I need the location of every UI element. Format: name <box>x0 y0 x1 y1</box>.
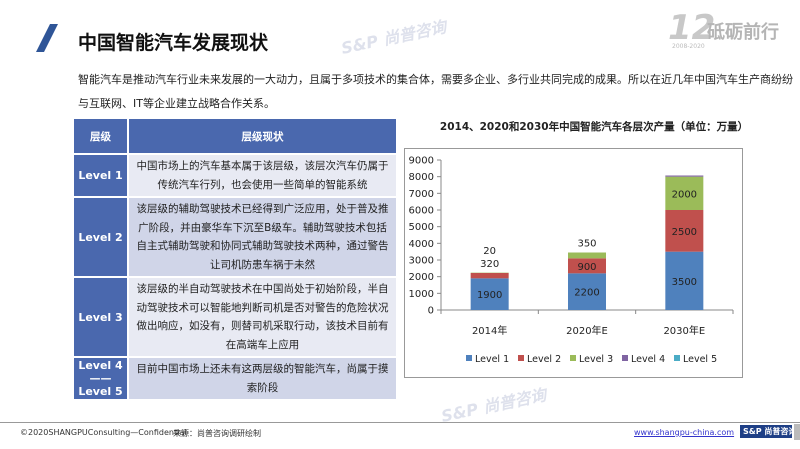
y-tick-label: 9000 <box>409 156 434 167</box>
table-row: Level 2 该层级的辅助驾驶技术已经得到广泛应用，处于普及推广阶段，并由豪华车… <box>72 196 398 278</box>
anniversary-logo-number: 12 <box>668 8 716 48</box>
desc-cell: 中国市场上的汽车基本属于该层级，该层次汽车仍属于传统汽车行列，也会使用一些简单的… <box>127 153 398 198</box>
page-tab-marker <box>794 424 800 440</box>
level-table: 层级 层级现状 Level 1 中国市场上的汽车基本属于该层级，该层次汽车仍属于传… <box>72 117 398 401</box>
level-cell: Level 2 <box>72 196 129 278</box>
data-label: 320 <box>480 259 499 270</box>
company-logo: S&P 尚普咨询 <box>740 425 792 438</box>
level-cell: Level 1 <box>72 153 129 198</box>
bar-level-2 <box>665 210 704 252</box>
header-status: 层级现状 <box>127 117 398 155</box>
data-label: 2200 <box>574 288 599 299</box>
source-note: 来源：尚普咨询调研绘制 <box>173 429 261 438</box>
data-label: 1900 <box>477 290 502 301</box>
intro-line-1: 智能汽车是推动汽车行业未来发展的一大动力，且属于多项技术的集合体，需要多企业、多… <box>78 73 793 86</box>
y-tick-label: 5000 <box>409 222 434 233</box>
website-link[interactable]: www.shangpu-china.com <box>634 428 735 437</box>
legend-swatch <box>674 355 680 361</box>
bar-level-1 <box>470 278 509 310</box>
legend-label: Level 2 <box>527 354 561 365</box>
bar-level-2 <box>470 273 509 279</box>
level-cell: Level 4——Level 5 <box>72 356 129 401</box>
desc-cell: 该层级的辅助驾驶技术已经得到广泛应用，处于普及推广阶段，并由豪华车下沉至B级车。… <box>127 196 398 278</box>
data-label: 2500 <box>672 227 697 238</box>
table-row: Level 1 中国市场上的汽车基本属于该层级，该层次汽车仍属于传统汽车行列，也会… <box>72 153 398 198</box>
level-cell: Level 3 <box>72 276 129 358</box>
intro-line-2: 与互联网、IT等企业建立战略合作关系。 <box>78 97 275 110</box>
anniversary-logo-years: 2008-2020 <box>672 43 705 50</box>
slash-accent-icon <box>36 24 58 52</box>
desc-cell: 该层级的半自动驾驶技术在中国尚处于初始阶段，半自动驾驶技术可以智能地判断司机是否… <box>127 276 398 358</box>
bar-level-1 <box>568 273 606 310</box>
y-tick-label: 2000 <box>409 272 434 283</box>
table-row: Level 3 该层级的半自动驾驶技术在中国尚处于初始阶段，半自动驾驶技术可以智能… <box>72 276 398 358</box>
legend-label: Level 4 <box>631 354 665 365</box>
data-label: 20 <box>483 246 496 257</box>
page-title: 中国智能汽车发展现状 <box>78 32 269 54</box>
legend-label: Level 1 <box>475 354 509 365</box>
data-label: 350 <box>577 239 596 250</box>
y-tick-label: 6000 <box>409 206 434 217</box>
bar-level-3 <box>568 252 606 259</box>
bar-level-2 <box>568 258 606 274</box>
legend-swatch <box>570 355 576 361</box>
y-tick-label: 0 <box>428 306 434 317</box>
table-row: Level 4——Level 5 目前中国市场上还未有这两层级的智能汽车，尚属于摸… <box>72 356 398 401</box>
y-tick-label: 3000 <box>409 256 434 267</box>
y-tick-label: 1000 <box>409 289 434 300</box>
desc-cell: 目前中国市场上还未有这两层级的智能汽车，尚属于摸索阶段 <box>127 356 398 401</box>
data-label: 2000 <box>672 189 697 200</box>
bar-level-1 <box>665 251 704 310</box>
anniversary-logo-text: 砥砺前行 <box>707 22 779 43</box>
y-tick-label: 4000 <box>409 239 434 250</box>
data-label: 3500 <box>672 277 697 288</box>
chart-title: 2014、2020和2030年中国智能汽车各层次产量（单位：万量） <box>439 121 749 133</box>
x-tick-label: 2014年 <box>472 324 507 337</box>
header-level: 层级 <box>72 117 129 155</box>
table-header-row: 层级 层级现状 <box>72 117 398 155</box>
data-label: 900 <box>577 262 596 273</box>
y-tick-label: 7000 <box>409 189 434 200</box>
bar-level-3 <box>665 176 704 210</box>
copyright: ©2020SHANGPUConsulting—Confidential <box>20 428 187 437</box>
legend-label: Level 3 <box>579 354 613 365</box>
x-tick-label: 2020年E <box>566 324 608 337</box>
legend-label: Level 5 <box>683 354 717 365</box>
y-tick-label: 8000 <box>409 172 434 183</box>
legend-swatch <box>466 355 472 361</box>
x-tick-label: 2030年E <box>663 324 705 337</box>
bar-level-4 <box>665 175 704 177</box>
footer-divider <box>0 422 800 423</box>
legend-swatch <box>622 355 628 361</box>
legend-swatch <box>518 355 524 361</box>
